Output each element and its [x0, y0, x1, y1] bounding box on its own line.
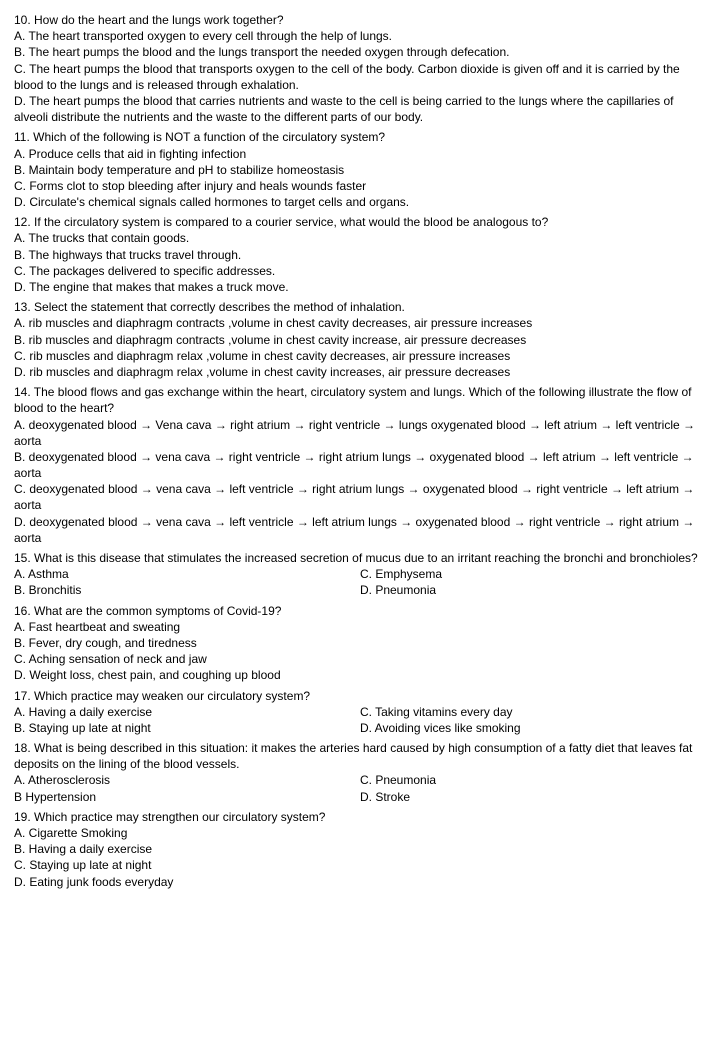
q14-opt-d: D. deoxygenated blood → vena cava → left… — [14, 514, 706, 546]
q17: 17. Which practice may weaken our circul… — [14, 688, 706, 737]
q17-opt-b: B. Staying up late at night — [14, 720, 360, 736]
q15-opt-c: C. Emphysema — [360, 566, 706, 582]
q14-stem: 14. The blood flows and gas exchange wit… — [14, 384, 706, 416]
q10-opt-b: B. The heart pumps the blood and the lun… — [14, 44, 706, 60]
q12-opt-c: C. The packages delivered to specific ad… — [14, 263, 706, 279]
q11-opt-a: A. Produce cells that aid in fighting in… — [14, 146, 706, 162]
q12-opt-d: D. The engine that makes that makes a tr… — [14, 279, 706, 295]
q15-stem: 15. What is this disease that stimulates… — [14, 550, 706, 566]
q17-opt-c: C. Taking vitamins every day — [360, 704, 706, 720]
q19: 19. Which practice may strengthen our ci… — [14, 809, 706, 890]
q17-opt-d: D. Avoiding vices like smoking — [360, 720, 706, 736]
q11-opt-d: D. Circulate's chemical signals called h… — [14, 194, 706, 210]
q13-opt-a: A. rib muscles and diaphragm contracts ,… — [14, 315, 706, 331]
q15-opt-a: A. Asthma — [14, 566, 360, 582]
q11-opt-b: B. Maintain body temperature and pH to s… — [14, 162, 706, 178]
q14-opt-a: A. deoxygenated blood → Vena cava → righ… — [14, 417, 706, 449]
q13-opt-d: D. rib muscles and diaphragm relax ,volu… — [14, 364, 706, 380]
q18-stem: 18. What is being described in this situ… — [14, 740, 706, 772]
q15-opt-b: B. Bronchitis — [14, 582, 360, 598]
q15: 15. What is this disease that stimulates… — [14, 550, 706, 599]
q11-opt-c: C. Forms clot to stop bleeding after inj… — [14, 178, 706, 194]
q15-opt-d: D. Pneumonia — [360, 582, 706, 598]
q16-opt-a: A. Fast heartbeat and sweating — [14, 619, 706, 635]
q13-opt-c: C. rib muscles and diaphragm relax ,volu… — [14, 348, 706, 364]
q14-opt-c: C. deoxygenated blood → vena cava → left… — [14, 481, 706, 513]
q18-opt-c: C. Pneumonia — [360, 772, 706, 788]
q16-stem: 16. What are the common symptoms of Covi… — [14, 603, 706, 619]
q13-opt-b: B. rib muscles and diaphragm contracts ,… — [14, 332, 706, 348]
q19-stem: 19. Which practice may strengthen our ci… — [14, 809, 706, 825]
q18: 18. What is being described in this situ… — [14, 740, 706, 805]
q10-opt-a: A. The heart transported oxygen to every… — [14, 28, 706, 44]
q13-stem: 13. Select the statement that correctly … — [14, 299, 706, 315]
q12: 12. If the circulatory system is compare… — [14, 214, 706, 295]
q14-opt-b: B. deoxygenated blood → vena cava → righ… — [14, 449, 706, 481]
q17-stem: 17. Which practice may weaken our circul… — [14, 688, 706, 704]
q18-opt-d: D. Stroke — [360, 789, 706, 805]
q12-opt-a: A. The trucks that contain goods. — [14, 230, 706, 246]
q10: 10. How do the heart and the lungs work … — [14, 12, 706, 125]
q10-stem: 10. How do the heart and the lungs work … — [14, 12, 706, 28]
q11: 11. Which of the following is NOT a func… — [14, 129, 706, 210]
q19-opt-a: A. Cigarette Smoking — [14, 825, 706, 841]
q18-opt-b: B Hypertension — [14, 789, 360, 805]
q16-opt-d: D. Weight loss, chest pain, and coughing… — [14, 667, 706, 683]
q14: 14. The blood flows and gas exchange wit… — [14, 384, 706, 546]
q11-stem: 11. Which of the following is NOT a func… — [14, 129, 706, 145]
q10-opt-c: C. The heart pumps the blood that transp… — [14, 61, 706, 93]
q16-opt-b: B. Fever, dry cough, and tiredness — [14, 635, 706, 651]
q16-opt-c: C. Aching sensation of neck and jaw — [14, 651, 706, 667]
q16: 16. What are the common symptoms of Covi… — [14, 603, 706, 684]
q19-opt-d: D. Eating junk foods everyday — [14, 874, 706, 890]
q18-opt-a: A. Atherosclerosis — [14, 772, 360, 788]
q13: 13. Select the statement that correctly … — [14, 299, 706, 380]
q19-opt-b: B. Having a daily exercise — [14, 841, 706, 857]
q17-opt-a: A. Having a daily exercise — [14, 704, 360, 720]
q12-opt-b: B. The highways that trucks travel throu… — [14, 247, 706, 263]
q19-opt-c: C. Staying up late at night — [14, 857, 706, 873]
q10-opt-d: D. The heart pumps the blood that carrie… — [14, 93, 706, 125]
q12-stem: 12. If the circulatory system is compare… — [14, 214, 706, 230]
